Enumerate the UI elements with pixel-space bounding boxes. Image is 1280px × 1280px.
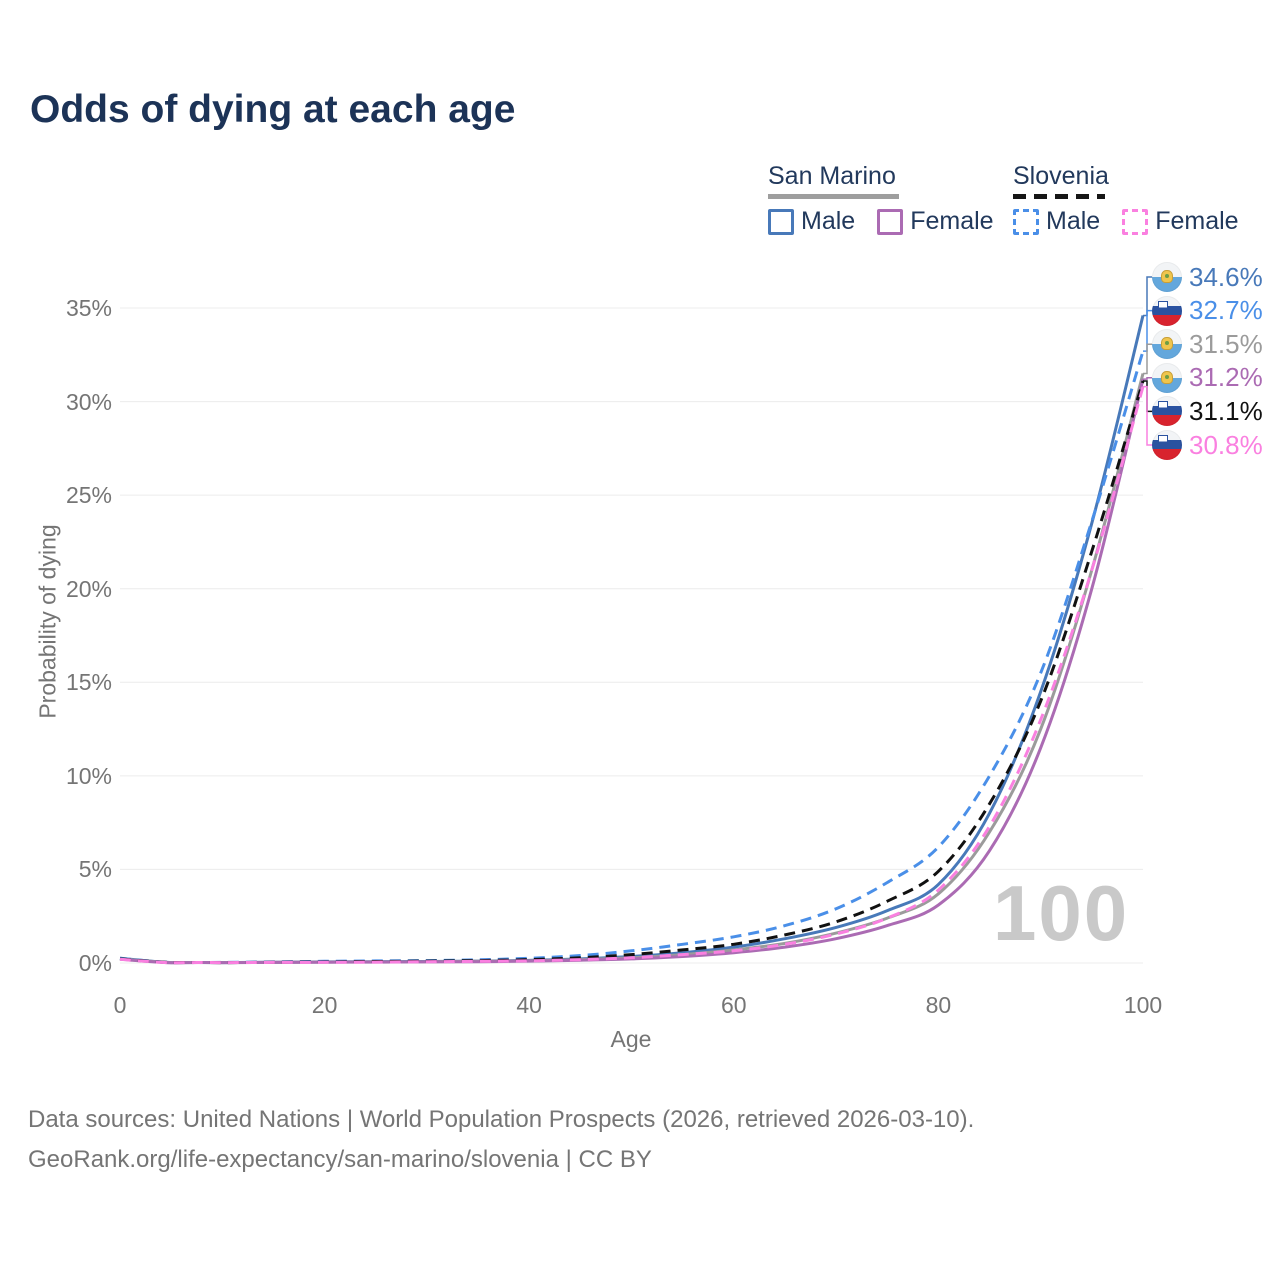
legend: San Marino Male Female Slovenia Male Female [0, 162, 1280, 242]
end-label-slovenia-male: 32.7% [1152, 295, 1263, 326]
end-label-connector [1143, 343, 1152, 375]
x-tick-20: 20 [311, 992, 338, 1018]
legend-item-label: Female [910, 207, 994, 235]
end-label-connector [1143, 309, 1152, 352]
legend-items: Male Female [1013, 207, 1239, 236]
y-tick-30: 30% [65, 388, 112, 415]
x-tick-60: 60 [721, 992, 747, 1018]
series-line-san-marino-female[interactable] [119, 378, 1145, 965]
series-line-slovenia-female[interactable] [119, 386, 1145, 965]
legend-group-title: Slovenia [1013, 162, 1109, 190]
y-tick-5: 5% [78, 856, 112, 883]
legend-items: Male Female [768, 207, 994, 236]
legend-item-slovenia-female[interactable]: Female [1122, 207, 1239, 236]
y-tick-10: 10% [65, 762, 112, 789]
series-line-san-marino-male[interactable] [119, 315, 1145, 965]
end-label-slovenia-female: 30.8% [1152, 430, 1263, 460]
y-tick-25: 25% [65, 482, 112, 509]
slovenia-coat-of-arms [1159, 436, 1167, 446]
slovenia-flag-icon [1152, 430, 1182, 460]
legend-group-san-marino: San Marino Male Female [768, 162, 994, 236]
x-tick-0: 0 [113, 992, 127, 1018]
y-tick-35: 35% [65, 295, 112, 321]
san-marino-flag-icon [1152, 329, 1182, 360]
end-label-value: 31.2% [1189, 362, 1263, 393]
slovenia-coat-of-arms [1159, 402, 1167, 413]
legend-swatch-male [768, 208, 794, 235]
legend-item-san-marino-male[interactable]: Male [768, 207, 855, 236]
end-label-value: 30.8% [1189, 429, 1263, 460]
legend-group-slovenia: Slovenia Male Female [1013, 162, 1239, 236]
legend-swatch-male [1013, 208, 1039, 235]
end-label-san-marino-both: 31.5% [1152, 328, 1263, 360]
legend-line-style-swatch [768, 194, 899, 199]
footer-sources: Data sources: United Nations | World Pop… [28, 1106, 975, 1133]
x-tick-40: 40 [516, 992, 542, 1018]
y-tick-20: 20% [65, 575, 112, 602]
y-tick-0: 0% [78, 950, 112, 976]
series-line-san-marino-both[interactable] [119, 373, 1145, 965]
legend-swatch-female [877, 208, 904, 235]
san-marino-flag-icon [1152, 362, 1182, 393]
end-label-connector [1143, 385, 1152, 446]
legend-item-label: Male [1046, 207, 1101, 235]
x-axis-title: Age [610, 1026, 652, 1052]
legend-item-san-marino-female[interactable]: Female [877, 207, 994, 236]
age-indicator: 100 [993, 869, 1130, 957]
end-label-value: 31.1% [1189, 395, 1263, 426]
legend-item-label: Male [801, 207, 856, 235]
legend-group-title: San Marino [768, 162, 896, 190]
slovenia-flag-icon [1152, 295, 1182, 326]
chart-title: Odds of dying at each age [30, 88, 516, 131]
san-marino-flag-icon [1152, 262, 1182, 292]
x-tick-80: 80 [925, 992, 952, 1018]
end-label-connector [1143, 276, 1152, 317]
end-label-value: 31.5% [1189, 328, 1263, 359]
san-marino-emblem [1161, 370, 1173, 384]
slovenia-flag-icon [1152, 396, 1182, 427]
slovenia-coat-of-arms [1159, 301, 1167, 312]
y-axis-title: Probability of dying [34, 524, 61, 719]
series-line-slovenia-both[interactable] [119, 380, 1145, 965]
end-label-san-marino-female: 31.2% [1152, 362, 1263, 393]
series-line-slovenia-male[interactable] [119, 350, 1145, 965]
end-label-san-marino-male: 34.6% [1152, 262, 1263, 292]
end-label-value: 34.6% [1189, 261, 1263, 292]
end-label-connector [1143, 377, 1152, 380]
san-marino-emblem [1161, 337, 1173, 351]
legend-item-slovenia-male[interactable]: Male [1013, 207, 1100, 236]
legend-line-style-swatch [1013, 194, 1105, 199]
legend-swatch-female [1122, 208, 1149, 235]
end-label-value: 32.7% [1189, 295, 1263, 326]
end-label-slovenia-both: 31.1% [1152, 395, 1263, 427]
san-marino-emblem [1161, 270, 1173, 283]
legend-item-label: Female [1155, 207, 1239, 235]
y-tick-15: 15% [65, 669, 112, 696]
x-tick-100: 100 [1123, 992, 1163, 1018]
footer-attribution: GeoRank.org/life-expectancy/san-marino/s… [28, 1146, 652, 1173]
